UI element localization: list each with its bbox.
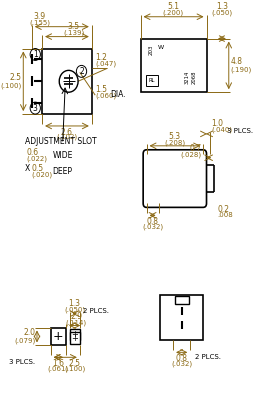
Text: 2.0: 2.0: [23, 328, 35, 337]
Text: (.020): (.020): [32, 171, 53, 178]
Text: X: X: [25, 164, 30, 173]
Text: (.200): (.200): [163, 9, 184, 16]
Text: 3 PLCS.: 3 PLCS.: [227, 128, 253, 134]
Text: 0.2: 0.2: [218, 205, 230, 214]
Bar: [51, 328, 66, 345]
Text: (.079): (.079): [14, 337, 35, 344]
Text: (.060): (.060): [95, 93, 116, 99]
Text: (.114): (.114): [66, 319, 87, 326]
Text: 0.5: 0.5: [32, 164, 44, 173]
Text: 1.3: 1.3: [216, 2, 228, 11]
Text: (.208): (.208): [164, 139, 185, 146]
Text: (.050): (.050): [211, 9, 232, 16]
Text: (.028): (.028): [180, 151, 201, 158]
Text: 1.2: 1.2: [95, 54, 107, 62]
Text: (.139): (.139): [63, 29, 84, 36]
Text: DEEP: DEEP: [52, 167, 72, 176]
Text: 3.9: 3.9: [34, 12, 46, 21]
Text: (.032): (.032): [171, 360, 192, 367]
Text: 3214: 3214: [185, 71, 190, 84]
Bar: [42, 48, 92, 114]
Text: (.155): (.155): [29, 19, 50, 26]
Text: 2.9: 2.9: [70, 312, 82, 320]
Text: (.047): (.047): [95, 61, 116, 67]
Bar: [146, 75, 158, 86]
Text: W: W: [158, 44, 164, 50]
Text: (.100): (.100): [64, 365, 85, 372]
Text: 3.5: 3.5: [68, 22, 80, 31]
Text: 0.7: 0.7: [189, 144, 201, 153]
Text: 1.0: 1.0: [212, 119, 224, 128]
Bar: [140, 38, 207, 92]
Text: (.061): (.061): [48, 365, 69, 372]
Text: 1.3: 1.3: [69, 299, 81, 308]
Text: (.022): (.022): [27, 156, 48, 162]
Text: RL: RL: [149, 78, 155, 83]
Text: 0.8: 0.8: [176, 354, 188, 363]
Text: +: +: [71, 334, 78, 343]
Bar: [160, 295, 203, 340]
Text: (.050): (.050): [64, 306, 85, 313]
Text: ADJUSTMENT SLOT: ADJUSTMENT SLOT: [25, 137, 97, 146]
Text: 5.3: 5.3: [169, 132, 181, 141]
Text: 1.6: 1.6: [52, 359, 65, 368]
Text: 2.6: 2.6: [61, 128, 73, 137]
Text: 3 PLCS.: 3 PLCS.: [9, 359, 35, 365]
Text: 3: 3: [33, 104, 38, 112]
Text: 2.5: 2.5: [69, 359, 81, 368]
Bar: [70, 328, 80, 340]
Text: .008: .008: [218, 212, 233, 218]
Text: 2 PLCS.: 2 PLCS.: [83, 308, 109, 314]
Text: +: +: [53, 330, 64, 343]
Text: WIDE: WIDE: [52, 151, 73, 160]
Text: DIA.: DIA.: [111, 90, 126, 99]
Text: 4.8: 4.8: [230, 57, 243, 66]
Text: 1: 1: [33, 50, 38, 59]
Text: 203: 203: [149, 44, 154, 55]
Text: (.190): (.190): [230, 66, 252, 73]
Text: 2 PLCS.: 2 PLCS.: [195, 354, 221, 360]
Bar: [70, 332, 80, 344]
Text: +: +: [71, 330, 78, 339]
Text: 0.8: 0.8: [147, 217, 158, 226]
Text: (.032): (.032): [142, 223, 163, 230]
Text: 1.5: 1.5: [95, 85, 107, 94]
Text: (.102): (.102): [56, 134, 77, 140]
Text: (.040): (.040): [212, 126, 233, 133]
Text: 5.1: 5.1: [167, 2, 179, 11]
Bar: [175, 296, 188, 304]
Text: 2: 2: [79, 67, 84, 76]
Text: (.100): (.100): [0, 82, 22, 88]
Text: 2068: 2068: [192, 71, 197, 84]
Text: 2.5: 2.5: [10, 73, 22, 82]
FancyBboxPatch shape: [143, 150, 207, 207]
Text: 0.6: 0.6: [27, 148, 39, 157]
